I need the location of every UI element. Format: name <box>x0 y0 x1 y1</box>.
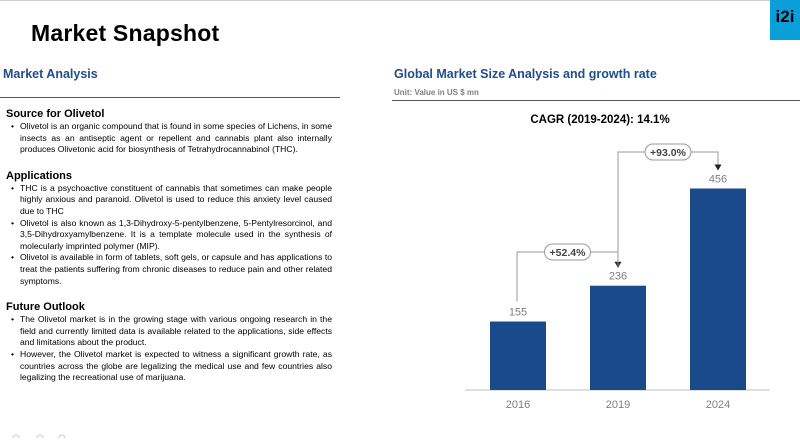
bullet-item: Olivetol is an organic compound that is … <box>6 121 332 156</box>
section-title: Future Outlook <box>6 301 85 314</box>
data-label-2024: 456 <box>709 173 727 185</box>
data-label-2019: 236 <box>609 271 627 283</box>
growth-annotation-2-label: +93.0% <box>650 147 687 159</box>
market-size-chart: CAGR (2019-2024): 14.1% 155 2016 236 2019 456… <box>400 105 800 438</box>
bar-2024 <box>690 188 746 390</box>
page-title: Market Snapshot <box>31 20 220 46</box>
growth-annotation-2-arrow <box>714 164 722 171</box>
chart-section-heading: Global Market Size Analysis and growth r… <box>394 67 657 81</box>
source-section: Source for Olivetol Olivetol is an organ… <box>6 108 332 156</box>
section-title: Source for Olivetol <box>6 108 105 120</box>
growth-annotation-1-label: +52.4% <box>550 247 587 259</box>
market-analysis-content: Source for Olivetol Olivetol is an organ… <box>6 108 332 398</box>
bar-2016 <box>490 321 546 390</box>
left-divider <box>0 97 340 98</box>
growth-annotation-2-pill <box>644 143 692 161</box>
bullet-list: Olivetol is an organic compound that is … <box>6 121 332 156</box>
bullet-item: The Olivetol market is in the growing st… <box>6 314 332 349</box>
footer-toolbar <box>12 434 66 438</box>
bullet-item: Olivetol is also known as 1,3-Dihydroxy-… <box>6 218 332 253</box>
applications-section: Applications THC is a psychoactive const… <box>6 170 332 287</box>
future-outlook-section: Future Outlook The Olivetol market is in… <box>6 301 332 384</box>
section-title: Applications <box>6 169 73 182</box>
unit-label: Unit: Value in US $ mn <box>394 88 479 97</box>
bar-2019 <box>590 285 646 390</box>
bullet-item: However, the Olivetol market is expected… <box>6 349 332 384</box>
tick-label-2016: 2016 <box>506 399 530 411</box>
brand-logo: i2i <box>770 0 800 40</box>
chart-svg: CAGR (2019-2024): 14.1% 155 2016 236 2019 456… <box>465 114 770 411</box>
bullet-list: The Olivetol market is in the growing st… <box>6 314 332 384</box>
right-divider <box>392 100 800 101</box>
chart-title: CAGR (2019-2024): 14.1% <box>530 114 669 126</box>
market-analysis-heading: Market Analysis <box>3 67 98 81</box>
bullet-item: THC is a psychoactive constituent of can… <box>6 183 332 218</box>
tick-label-2019: 2019 <box>606 399 630 411</box>
tick-label-2024: 2024 <box>706 399 730 411</box>
growth-annotation-1-pill <box>544 243 591 261</box>
top-rule <box>0 0 770 1</box>
bullet-list: THC is a psychoactive constituent of can… <box>6 183 332 287</box>
bullet-item: Olivetol is available in form of tablets… <box>6 252 332 287</box>
data-label-2016: 155 <box>509 307 527 319</box>
